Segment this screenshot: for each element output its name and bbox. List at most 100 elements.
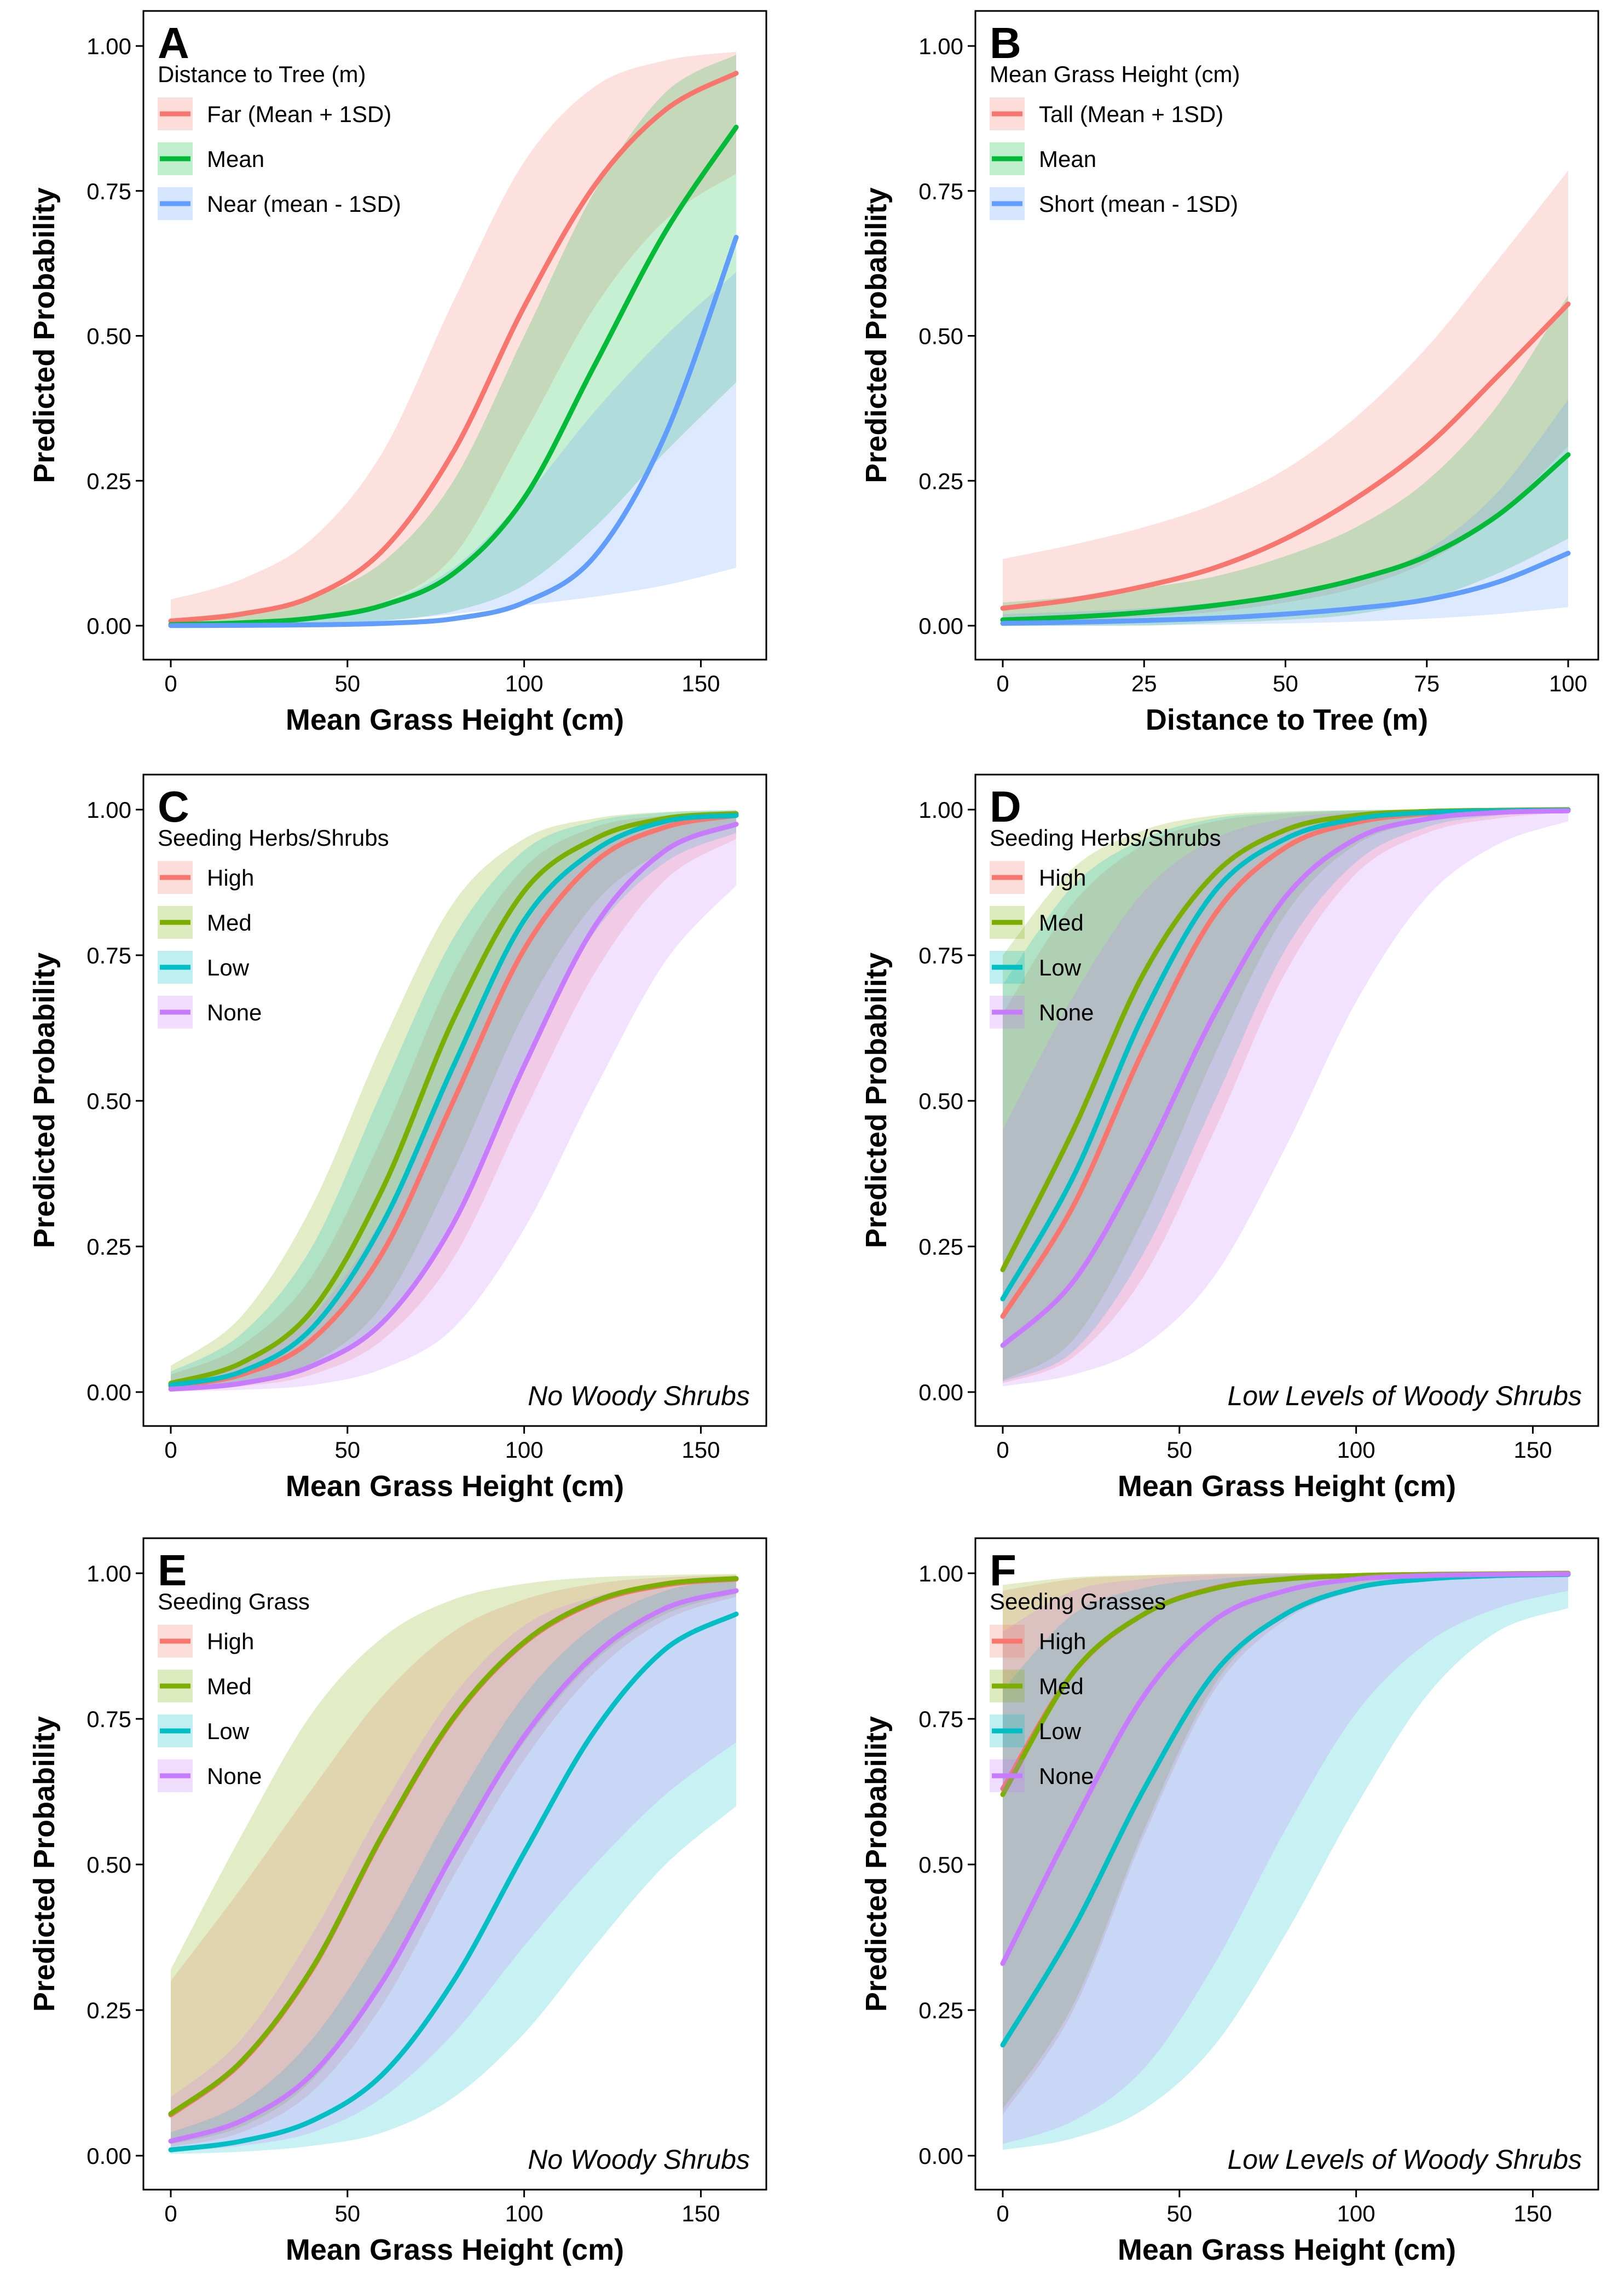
x-tick-label: 150: [1513, 2201, 1552, 2226]
x-tick-label: 100: [505, 671, 544, 696]
legend-label: Low: [1039, 1718, 1082, 1744]
y-axis-title: Predicted Probability: [860, 187, 893, 483]
y-tick-label: 0.50: [86, 1088, 131, 1114]
y-tick-label: 0.00: [918, 2143, 963, 2169]
series-line-none: [1000, 1571, 1571, 1966]
series-line-low: [168, 1612, 739, 2152]
panel-c: 0.00 0.25 0.50 0.75 1.00 0 50 100 150 Mean Grass …: [28, 773, 767, 1503]
x-tick-label: 0: [996, 2201, 1009, 2226]
legend: Distance to Tree (m) Far (Mean + 1SD) Mean…: [158, 61, 401, 220]
legend: Mean Grass Height (cm) Tall (Mean + 1SD) M…: [990, 61, 1240, 220]
y-tick-label: 0.25: [86, 1234, 131, 1260]
x-tick-label: 150: [681, 671, 720, 696]
legend-label: None: [207, 1000, 262, 1025]
ci-band-none: [1003, 1573, 1568, 2144]
y-tick-label: 0.75: [86, 943, 131, 968]
legend: Seeding Herbs/Shrubs High Med Low None: [158, 825, 389, 1029]
plot-frame: [974, 10, 1599, 661]
legend-label: Tall (Mean + 1SD): [1039, 101, 1223, 127]
x-axis-title: Mean Grass Height (cm): [1118, 2233, 1456, 2266]
y-axis-title: Predicted Probability: [860, 1716, 893, 2012]
legend-label: High: [207, 865, 254, 891]
x-tick-label: 150: [681, 2201, 720, 2226]
y-tick-label: 1.00: [918, 797, 963, 823]
y-tick-label: 0.75: [918, 1706, 963, 1732]
series-line-med: [168, 811, 739, 1386]
legend-label: Med: [207, 910, 252, 936]
y-tick-label: 1.00: [918, 33, 963, 59]
x-tick-label: 150: [681, 1437, 720, 1463]
x-axis-title: Mean Grass Height (cm): [286, 2233, 624, 2266]
series-line-low: [1000, 807, 1571, 1302]
panel-annotation: No Woody Shrubs: [528, 1381, 750, 1411]
series-line-near-mean-1sd: [168, 235, 739, 628]
panel-d: 0.00 0.25 0.50 0.75 1.00 0 50 100 150 Mean Grass …: [860, 773, 1599, 1503]
ci-band-near-mean-1sd: [171, 272, 736, 626]
x-tick-label: 100: [505, 2201, 544, 2226]
y-tick-label: 0.25: [918, 1997, 963, 2023]
y-tick-label: 0.75: [918, 943, 963, 968]
y-tick-label: 0.75: [86, 178, 131, 204]
ci-band-low: [171, 1579, 736, 2154]
panel-b: 0.00 0.25 0.50 0.75 1.00 0 25 50 75 100 Distance t…: [860, 10, 1599, 736]
ci-band-high: [1003, 809, 1568, 1383]
x-axis-title: Mean Grass Height (cm): [286, 703, 624, 736]
ci-band-high: [1003, 1573, 1568, 2115]
series-line-far-mean-1sd: [168, 71, 739, 623]
y-tick-label: 0.50: [86, 1852, 131, 1878]
x-tick-label: 0: [164, 1437, 177, 1463]
series-line-short-mean-1sd: [1000, 551, 1571, 626]
ci-band-short-mean-1sd: [1003, 400, 1568, 626]
panel-annotation: Low Levels of Woody Shrubs: [1227, 1381, 1582, 1411]
y-tick-label: 1.00: [86, 33, 131, 59]
ci-band-far-mean-1sd: [171, 51, 736, 625]
panel-label: F: [990, 1546, 1016, 1595]
y-tick-label: 0.00: [86, 2143, 131, 2169]
ci-band-med: [1003, 809, 1568, 1381]
x-axis-title: Mean Grass Height (cm): [1118, 1470, 1456, 1503]
y-tick-label: 0.25: [918, 1234, 963, 1260]
ci-band-high: [171, 1575, 736, 2147]
y-axis-title: Predicted Probability: [28, 952, 61, 1248]
panel-label: B: [990, 19, 1021, 67]
panel-e: 0.00 0.25 0.50 0.75 1.00 0 50 100 150 Mean Grass …: [28, 1537, 767, 2266]
y-tick-label: 0.75: [918, 178, 963, 204]
plot-frame: [142, 10, 767, 661]
legend-label: None: [1039, 1000, 1094, 1025]
x-tick-label: 50: [334, 2201, 360, 2226]
x-tick-label: 100: [505, 1437, 544, 1463]
panel-annotation: No Woody Shrubs: [528, 2144, 750, 2175]
x-axis-title: Distance to Tree (m): [1146, 703, 1428, 736]
plot-frame: [142, 1537, 767, 2191]
legend-label: None: [1039, 1763, 1094, 1789]
x-tick-label: 100: [1337, 2201, 1376, 2226]
ci-band-none: [1003, 809, 1568, 1387]
panel-label: A: [158, 19, 189, 67]
series-line-tall-mean-1sd: [1000, 301, 1571, 611]
x-tick-label: 25: [1131, 671, 1157, 696]
legend-label: Med: [1039, 1673, 1084, 1699]
legend-label: Mean: [1039, 146, 1096, 172]
series-line-low: [168, 813, 739, 1388]
legend-title: Distance to Tree (m): [158, 61, 366, 87]
y-tick-label: 0.50: [918, 324, 963, 349]
y-tick-label: 0.50: [918, 1852, 963, 1878]
x-tick-label: 75: [1414, 671, 1440, 696]
legend-title: Seeding Grasses: [990, 1589, 1166, 1614]
y-tick-label: 0.00: [86, 1379, 131, 1405]
ci-band-none: [171, 1576, 736, 2152]
legend-label: Low: [207, 955, 250, 980]
plot-frame: [974, 773, 1599, 1427]
legend-label: Low: [1039, 955, 1082, 980]
x-tick-label: 50: [1166, 1437, 1192, 1463]
y-tick-label: 0.00: [918, 1379, 963, 1405]
y-tick-label: 0.50: [86, 324, 131, 349]
y-tick-label: 0.50: [918, 1088, 963, 1114]
ci-band-med: [1003, 1573, 1568, 2109]
x-axis-title: Mean Grass Height (cm): [286, 1470, 624, 1503]
x-tick-label: 0: [996, 671, 1009, 696]
series-line-none: [168, 822, 739, 1392]
series-line-high: [168, 813, 739, 1389]
y-axis-title: Predicted Probability: [28, 187, 61, 483]
